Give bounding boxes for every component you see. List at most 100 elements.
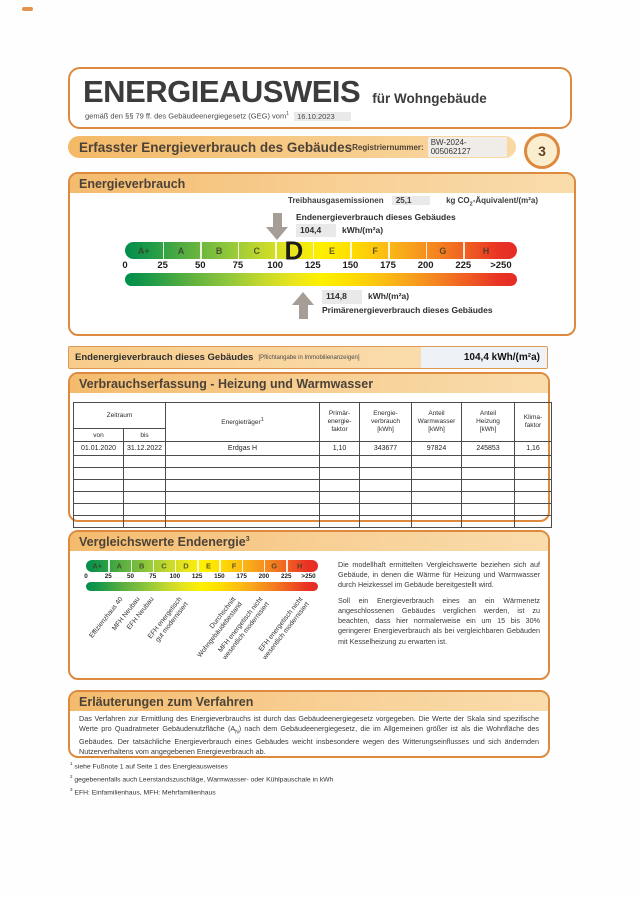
table-row-empty — [73, 491, 552, 504]
energy-scale: A+ A B C D E F G H 0 25 50 75 100 125 15… — [122, 235, 517, 286]
scale-tick: 125 — [304, 260, 321, 271]
scale-tick: 25 — [157, 260, 168, 271]
end-energy-row-note: [Pflichtangabe in Immobilienanzeigen] — [258, 354, 360, 361]
primary-energy-value-line: 114,8 kWh/(m²a) — [322, 290, 493, 304]
table-row-empty — [73, 515, 552, 528]
scale-tick: 175 — [380, 260, 396, 271]
cell-heizung: 245853 — [461, 441, 515, 456]
law-reference: gemäß den §§ 79 ff. des Gebäudeenergiege… — [70, 107, 570, 121]
consumption-table: Zeitraum Energieträger1 Primär- energie-… — [73, 402, 552, 528]
energy-class-letter: D — [183, 561, 189, 571]
comparison-paragraph-2: Soll ein Energieverbrauch eines an ein W… — [338, 596, 540, 646]
document-header: ENERGIEAUSWEIS für Wohngebäude gemäß den… — [68, 67, 572, 129]
scale-tick: 225 — [455, 260, 472, 271]
table-row-empty — [73, 479, 552, 492]
footnote: 1 siehe Fußnote 1 auf Seite 1 des Energi… — [70, 761, 228, 771]
scale-tick: 50 — [127, 573, 135, 580]
comparison-class-band: A+ A B C D E F G H — [86, 560, 318, 572]
col-header-energietraeger: Energieträger1 — [165, 402, 320, 442]
ghg-emissions-line: Treibhausgasemissionen 25,1 kg CO2-Äquiv… — [288, 196, 538, 208]
section-vergleichswerte: Vergleichswerte Endenergie3 A+ A B C D E… — [68, 530, 550, 680]
scale-tick: 25 — [104, 573, 112, 580]
energy-scale-ticks: 0 25 50 75 100 125 150 175 200 225 >250 — [122, 259, 517, 272]
law-reference-text: gemäß den §§ 79 ff. des Gebäudeenergiege… — [85, 111, 287, 121]
end-energy-row: Endenergieverbrauch dieses Gebäudes [Pfl… — [68, 346, 548, 369]
end-energy-row-value: 104,4 kWh/(m²a) — [421, 347, 547, 368]
cell-verbrauch: 343677 — [359, 441, 412, 456]
energy-class-letter: H — [482, 245, 490, 256]
energy-class-letter: C — [161, 561, 167, 571]
cell-warmwasser: 97824 — [411, 441, 462, 456]
section-energieverbrauch: Energieverbrauch Treibhausgasemissionen … — [68, 172, 576, 336]
footnote: 3 EFH: Einfamilienhaus, MFH: Mehrfamilie… — [70, 787, 216, 797]
end-energy-label: Endenergieverbrauch dieses Gebäudes — [296, 212, 456, 222]
end-energy-callout: Endenergieverbrauch dieses Gebäudes 104,… — [296, 211, 456, 237]
registry-label: Registriernummer: — [352, 142, 424, 152]
cell-energietraeger: Erdgas H — [165, 441, 320, 456]
end-energy-row-label: Endenergieverbrauch dieses Gebäudes — [75, 352, 254, 363]
down-arrow-icon — [266, 213, 288, 240]
col-header-heizung: Anteil Heizung [kWh] — [461, 402, 515, 442]
energy-class-letter-current: D — [284, 235, 304, 265]
energy-class-letter: H — [296, 561, 303, 571]
energy-class-letter: G — [271, 561, 278, 571]
col-header-warmwasser: Anteil Warmwasser [kWh] — [411, 402, 462, 442]
energy-class-letter: B — [215, 245, 223, 256]
table-row-empty — [73, 467, 552, 480]
section-verbrauchserfassung-title: Verbrauchserfassung - Heizung und Warmwa… — [70, 374, 548, 393]
table-row-empty — [73, 455, 552, 468]
energy-class-letter: B — [138, 561, 145, 571]
energy-class-letter: A+ — [137, 245, 150, 256]
ghg-value: 25,1 — [391, 196, 430, 205]
col-header-verbrauch: Energie- verbrauch [kWh] — [359, 402, 412, 442]
scale-tick: 200 — [417, 260, 434, 271]
cell-klimafaktor: 1,16 — [514, 441, 552, 456]
scan-artifact — [22, 7, 33, 11]
cell-bis: 31.12.2022 — [123, 441, 166, 456]
scale-tick: 75 — [149, 573, 157, 580]
col-header-zeitraum: Zeitraum — [73, 402, 166, 429]
energy-class-letter: A — [177, 245, 185, 256]
col-header-von: von — [73, 428, 124, 442]
scale-tick: 225 — [280, 573, 292, 580]
scale-tick: 150 — [342, 260, 359, 271]
page-subtitle: für Wohngebäude — [372, 91, 487, 106]
primary-energy-value: 114,8 — [322, 290, 362, 304]
energy-class-letter: F — [372, 245, 378, 256]
end-energy-unit: kWh/(m²a) — [342, 224, 384, 235]
energy-class-letter: A — [116, 561, 122, 571]
table-row: 01.01.2020 31.12.2022 Erdgas H 1,10 3436… — [73, 441, 552, 456]
explanation-text: Das Verfahren zur Ermittlung des Energie… — [79, 714, 539, 756]
primary-energy-band — [125, 273, 517, 286]
scale-tick: 175 — [236, 573, 247, 580]
cell-von: 01.01.2020 — [73, 441, 124, 456]
scale-tick: 100 — [169, 573, 181, 580]
registry: Registriernummer: BW-2024-005062127 — [352, 137, 516, 157]
end-energy-value-line: 104,4 kWh/(m²a) — [296, 223, 456, 237]
banner-title: Erfasster Energieverbrauch des Gebäudes — [79, 139, 353, 155]
registry-number: BW-2024-005062127 — [427, 137, 507, 157]
energy-class-band: A+ A B C D E F G H — [125, 235, 517, 265]
section-vergleichswerte-title: Vergleichswerte Endenergie3 — [70, 532, 548, 551]
energy-class-letter: C — [253, 245, 260, 256]
comparison-scale: A+ A B C D E F G H 0 25 50 75 100 125 — [84, 560, 326, 686]
scale-tick: 150 — [214, 573, 225, 580]
primary-energy-label: Primärenergieverbrauch dieses Gebäudes — [322, 304, 493, 315]
scale-tick: 0 — [84, 573, 88, 580]
footnote: 2 gegebenenfalls auch Leerstandszuschläg… — [70, 774, 334, 784]
energy-class-letter: E — [205, 561, 211, 571]
ghg-label: Treibhausgasemissionen — [288, 196, 384, 205]
col-header-pef: Primär- energie- faktor — [319, 402, 360, 442]
scale-tick: 0 — [122, 260, 128, 271]
end-energy-value: 104,4 — [296, 223, 336, 237]
col-header-klimafaktor: Klima- faktor — [514, 402, 552, 442]
section-energieverbrauch-title: Energieverbrauch — [70, 174, 574, 193]
col-header-bis: bis — [123, 428, 166, 442]
scale-tick: 200 — [258, 573, 270, 580]
table-row-empty — [73, 503, 552, 516]
comparison-text: Die modellhaft ermittelten Vergleichswer… — [326, 560, 540, 686]
scale-tick: 100 — [267, 260, 284, 271]
section-erlaeuterungen-title: Erläuterungen zum Verfahren — [70, 692, 548, 711]
energy-class-letter: F — [231, 561, 237, 571]
